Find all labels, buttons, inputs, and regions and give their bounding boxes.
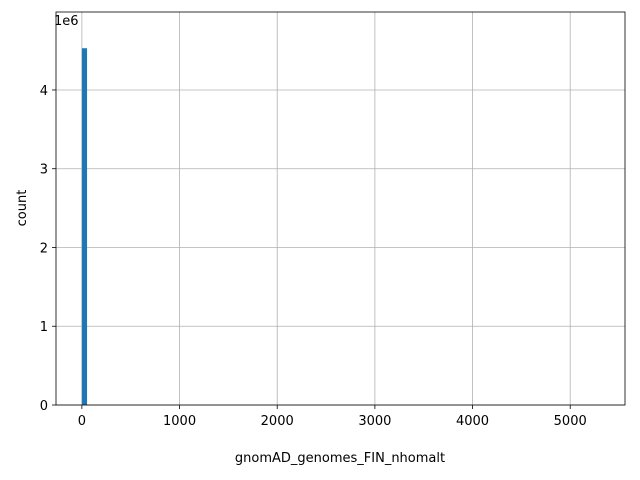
x-tick-label: 4000 xyxy=(456,414,489,429)
y-offset-label: 1e6 xyxy=(54,14,79,29)
plot-frame xyxy=(55,11,626,406)
x-tick-label: 2000 xyxy=(261,414,294,429)
x-tick-label: 5000 xyxy=(554,414,587,429)
y-tick-label: 4 xyxy=(40,84,48,99)
x-tick-label: 1000 xyxy=(163,414,196,429)
bar xyxy=(81,48,88,406)
x-axis-label: gnomAD_genomes_FIN_nhomalt xyxy=(235,451,445,466)
x-tick-label: 3000 xyxy=(358,414,391,429)
y-axis-label: count xyxy=(15,190,30,227)
y-tick-label: 0 xyxy=(40,399,48,414)
y-tick-label: 3 xyxy=(40,163,48,178)
y-tick-label: 2 xyxy=(40,241,48,256)
x-tick-label: 0 xyxy=(78,414,86,429)
y-tick-label: 1 xyxy=(40,320,48,335)
